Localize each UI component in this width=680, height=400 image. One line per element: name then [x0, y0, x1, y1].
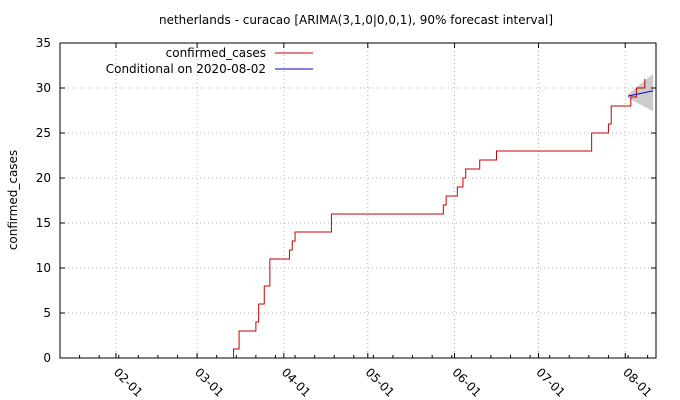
x-tick-label: 05-01: [363, 365, 398, 400]
y-tick-label: 0: [43, 351, 51, 365]
x-tick-label: 07-01: [533, 365, 568, 400]
x-axis-ticks: 02-01 03-01 04-01 05-01 06-01 07-01 08-01: [59, 43, 655, 400]
x-tick-label: 08-01: [620, 365, 655, 400]
y-axis-label: confirmed_cases: [6, 150, 20, 250]
x-tick-label: 02-01: [111, 365, 146, 400]
y-tick-label: 20: [36, 171, 51, 185]
y-tick-label: 5: [43, 306, 51, 320]
legend-label-conditional: Conditional on 2020-08-02: [106, 62, 266, 76]
y-axis-ticks: 0 5 10 15 20 25 30 35: [36, 36, 656, 365]
series-line-1: [627, 90, 654, 97]
grid-lines: [60, 43, 656, 358]
series-line-0: [227, 79, 646, 359]
x-tick-label: 03-01: [192, 365, 227, 400]
x-tick-label: 04-01: [279, 365, 314, 400]
y-tick-label: 10: [36, 261, 51, 275]
y-tick-label: 25: [36, 126, 51, 140]
series-layer: [227, 79, 654, 359]
legend-label-confirmed-cases: confirmed_cases: [166, 46, 266, 60]
y-tick-label: 35: [36, 36, 51, 50]
plot-area-border: [59, 42, 657, 359]
chart-title: netherlands - curacao [ARIMA(3,1,0|0,0,1…: [159, 13, 553, 27]
y-tick-label: 30: [36, 81, 51, 95]
forecast-interval-band: [628, 73, 654, 112]
forecast-interval-layer: [628, 73, 654, 112]
x-tick-label: 06-01: [449, 365, 484, 400]
y-tick-label: 15: [36, 216, 51, 230]
legend: confirmed_cases Conditional on 2020-08-0…: [106, 46, 313, 76]
